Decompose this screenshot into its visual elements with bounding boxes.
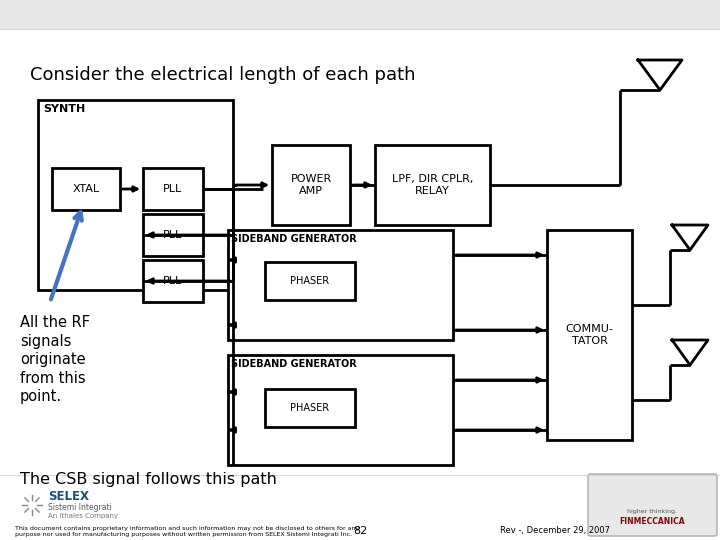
Bar (228, 355, 453, 465)
Bar (38, 100, 233, 290)
Text: SELEX: SELEX (48, 489, 89, 503)
Bar (52, 168, 120, 210)
Text: higher thinking.: higher thinking. (627, 510, 677, 515)
Text: SYNTH: SYNTH (43, 104, 85, 114)
Text: PHASER: PHASER (290, 403, 330, 413)
Bar (272, 145, 350, 225)
Text: An Ithales Company: An Ithales Company (48, 513, 118, 519)
Text: This document contains proprietary information and such information may not be d: This document contains proprietary infor… (15, 526, 359, 537)
Text: PLL: PLL (163, 184, 183, 194)
Text: The CSB signal follows this path: The CSB signal follows this path (20, 472, 277, 487)
Text: COMMU-
TATOR: COMMU- TATOR (566, 324, 613, 346)
Text: SIDEBAND GENERATOR: SIDEBAND GENERATOR (231, 234, 356, 244)
Text: Sistemi Integrati: Sistemi Integrati (48, 503, 112, 511)
Text: SIDEBAND GENERATOR: SIDEBAND GENERATOR (231, 359, 356, 369)
Text: All the RF
signals
originate
from this
point.: All the RF signals originate from this p… (20, 315, 90, 404)
Bar (143, 260, 203, 302)
Text: Rev -, December 29, 2007: Rev -, December 29, 2007 (500, 526, 610, 535)
Bar (265, 389, 355, 427)
Bar (228, 230, 453, 340)
Text: LPF, DIR CPLR,
RELAY: LPF, DIR CPLR, RELAY (392, 174, 473, 196)
Text: Consider the electrical length of each path: Consider the electrical length of each p… (30, 66, 415, 84)
Bar (143, 168, 203, 210)
Bar (143, 214, 203, 256)
Bar (375, 145, 490, 225)
Bar (0, 30, 720, 33)
FancyBboxPatch shape (588, 474, 717, 536)
Bar (265, 262, 355, 300)
Text: PHASER: PHASER (290, 276, 330, 286)
Text: XTAL: XTAL (73, 184, 99, 194)
Text: 82: 82 (353, 526, 367, 536)
Text: POWER
AMP: POWER AMP (290, 174, 332, 196)
Text: PLL: PLL (163, 276, 183, 286)
Bar (547, 230, 632, 440)
Text: PLL: PLL (163, 230, 183, 240)
Text: FINMECCANICA: FINMECCANICA (619, 517, 685, 526)
Bar (0, 0, 720, 30)
